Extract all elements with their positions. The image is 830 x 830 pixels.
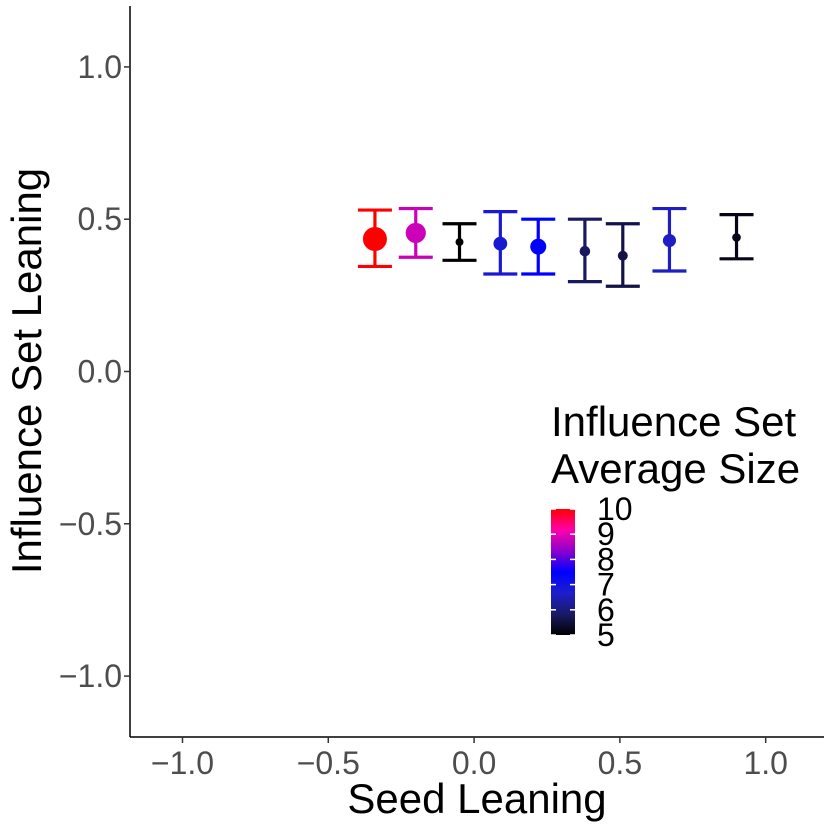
data-point bbox=[530, 238, 547, 255]
legend-label: 9 bbox=[597, 516, 615, 552]
data-point bbox=[617, 250, 628, 261]
data-point bbox=[493, 236, 508, 251]
y-ticks: −1.0 −0.5 0.0 0.5 1.0 bbox=[59, 49, 130, 694]
legend-label: 8 bbox=[597, 541, 615, 577]
x-tick-label: 1.0 bbox=[743, 745, 787, 781]
data-point bbox=[362, 227, 387, 252]
legend-title-line-2: Average Size bbox=[551, 445, 800, 492]
data-point bbox=[732, 233, 741, 242]
legend-label: 5 bbox=[597, 617, 615, 653]
x-tick-label: 0.5 bbox=[598, 745, 642, 781]
data-point bbox=[405, 222, 426, 243]
x-tick-label: −1.0 bbox=[151, 745, 214, 781]
y-tick-label: 0.5 bbox=[78, 201, 122, 237]
data-point bbox=[579, 245, 591, 257]
x-tick-label: −0.5 bbox=[297, 745, 360, 781]
axes bbox=[129, 6, 824, 738]
legend-label: 10 bbox=[597, 491, 633, 527]
x-tick-label: 0.0 bbox=[452, 745, 496, 781]
legend-label: 6 bbox=[597, 592, 615, 628]
data-point bbox=[662, 233, 677, 248]
y-axis-title: Influence Set Leaning bbox=[3, 168, 50, 574]
data-point bbox=[455, 238, 464, 247]
y-tick-label: 1.0 bbox=[78, 49, 122, 85]
x-ticks: −1.0 −0.5 0.0 0.5 1.0 bbox=[151, 737, 788, 781]
x-axis-title: Seed Leaning bbox=[347, 775, 606, 822]
errorbars bbox=[357, 206, 754, 288]
points bbox=[362, 222, 741, 261]
legend-title-line-1: Influence Set bbox=[551, 398, 797, 445]
y-tick-label: 0.0 bbox=[78, 354, 122, 390]
legend-label: 7 bbox=[597, 567, 615, 603]
y-tick-label: −1.0 bbox=[59, 658, 122, 694]
legend-colorbar bbox=[551, 509, 575, 635]
y-tick-label: −0.5 bbox=[59, 506, 122, 542]
